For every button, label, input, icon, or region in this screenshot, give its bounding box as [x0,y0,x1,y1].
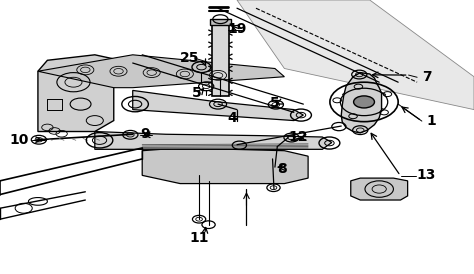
Polygon shape [95,132,332,149]
Polygon shape [38,55,284,88]
Polygon shape [351,178,408,200]
Polygon shape [142,148,308,184]
Text: 19: 19 [228,22,246,36]
Text: 11: 11 [189,231,209,246]
Circle shape [354,96,374,108]
Polygon shape [341,73,382,133]
Text: 1: 1 [427,113,436,128]
Polygon shape [210,19,231,25]
Polygon shape [133,90,303,121]
Text: 7: 7 [422,70,431,84]
Text: 13: 13 [417,168,436,182]
Text: 4: 4 [228,111,237,125]
Text: 5: 5 [270,96,280,110]
Polygon shape [38,55,133,132]
Text: 10: 10 [9,133,28,147]
Text: 25: 25 [180,50,200,65]
Text: 5: 5 [192,86,201,100]
Text: 8: 8 [277,161,287,176]
Text: 9: 9 [140,127,149,141]
Polygon shape [212,22,229,96]
Polygon shape [237,0,474,110]
Text: 12: 12 [289,130,309,144]
